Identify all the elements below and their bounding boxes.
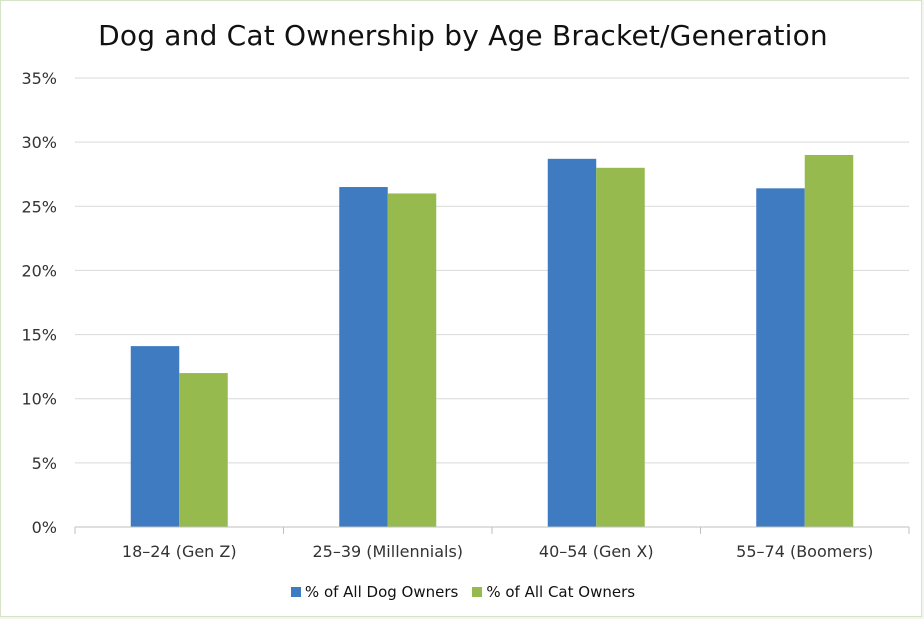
bar-cat	[596, 167, 645, 528]
legend: % of All Dog Owners % of All Cat Owners	[1, 583, 924, 601]
y-tick-label: 5%	[32, 454, 57, 473]
bar-cat	[179, 373, 228, 527]
y-tick-label: 15%	[21, 326, 57, 345]
x-tick-label: 55–74 (Boomers)	[736, 542, 873, 561]
y-tick-label: 0%	[32, 518, 57, 537]
y-tick-label: 20%	[21, 261, 57, 280]
legend-label-cat: % of All Cat Owners	[486, 583, 636, 601]
x-tick-label: 40–54 (Gen X)	[539, 542, 654, 561]
y-tick-label: 35%	[21, 69, 57, 88]
bar-cat	[387, 193, 437, 527]
legend-swatch-cat	[472, 587, 483, 597]
bar-dog	[756, 188, 805, 527]
bars	[130, 154, 854, 528]
bar-cat	[804, 154, 854, 527]
bar-dog	[547, 158, 597, 527]
chart-title: Dog and Cat Ownership by Age Bracket/Gen…	[98, 19, 828, 52]
bar-dog	[339, 187, 388, 528]
axes: 0% 5% 10% 15% 20% 25% 30% 35% 18–24 (Gen Z) 25–39…	[21, 69, 910, 561]
bar-dog	[130, 346, 180, 527]
legend-item-dog: % of All Dog Owners	[290, 583, 459, 601]
legend-label-dog: % of All Dog Owners	[304, 583, 459, 601]
x-tick-label: 18–24 (Gen Z)	[122, 542, 237, 561]
x-tick-label: 25–39 (Millennials)	[312, 542, 463, 561]
legend-item-cat: % of All Cat Owners	[472, 583, 635, 601]
y-tick-label: 25%	[21, 197, 57, 216]
y-tick-label: 30%	[21, 133, 57, 152]
y-tick-label: 10%	[21, 390, 57, 409]
legend-swatch-dog	[290, 587, 301, 597]
